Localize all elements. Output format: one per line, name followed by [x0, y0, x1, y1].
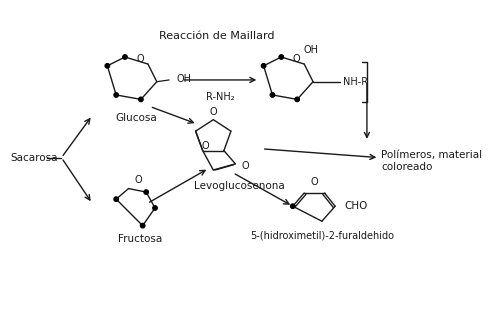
Circle shape	[261, 64, 265, 68]
Text: O: O	[201, 141, 208, 151]
Text: O: O	[241, 162, 249, 171]
Text: Sacarosa: Sacarosa	[10, 153, 58, 163]
Text: Glucosa: Glucosa	[115, 113, 157, 123]
Text: O: O	[136, 54, 143, 64]
Text: Polímeros, material
coloreado: Polímeros, material coloreado	[380, 150, 481, 172]
Circle shape	[114, 93, 118, 97]
Circle shape	[140, 224, 144, 228]
Text: R-NH₂: R-NH₂	[205, 92, 234, 102]
Text: CHO: CHO	[343, 201, 366, 211]
Circle shape	[270, 93, 274, 97]
Text: O: O	[209, 107, 217, 117]
Circle shape	[294, 97, 299, 102]
Circle shape	[114, 197, 118, 202]
Text: OH: OH	[303, 45, 318, 55]
Text: Reacción de Maillard: Reacción de Maillard	[159, 30, 274, 41]
Text: Levoglucosenona: Levoglucosenona	[194, 181, 285, 192]
Circle shape	[290, 204, 294, 208]
Text: OH: OH	[176, 74, 191, 84]
Text: O: O	[309, 177, 317, 187]
Circle shape	[139, 97, 143, 102]
Text: 5-(hidroximetil)-2-furaldehido: 5-(hidroximetil)-2-furaldehido	[249, 230, 393, 240]
Text: Fructosa: Fructosa	[118, 234, 162, 245]
Text: O: O	[134, 175, 142, 185]
Circle shape	[143, 190, 148, 194]
Circle shape	[122, 55, 127, 59]
Circle shape	[152, 206, 157, 210]
Text: O: O	[292, 54, 300, 64]
Circle shape	[279, 55, 283, 59]
Text: NH-R: NH-R	[343, 77, 367, 87]
Circle shape	[105, 64, 109, 68]
